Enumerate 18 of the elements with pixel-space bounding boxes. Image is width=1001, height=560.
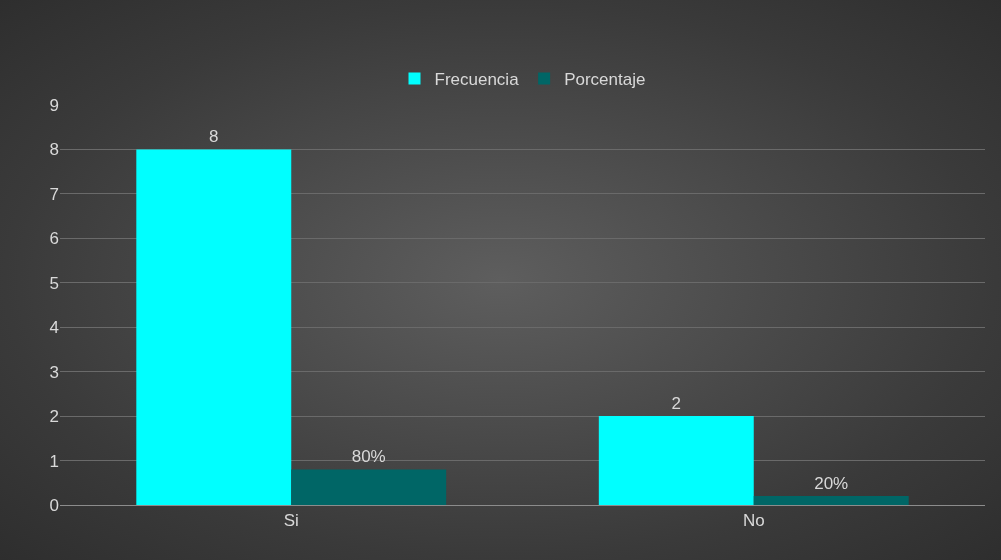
data-label: 8 xyxy=(209,127,219,147)
y-tick-label: 7 xyxy=(49,184,59,204)
y-tick-label: 2 xyxy=(49,407,59,427)
y-tick-label: 4 xyxy=(49,318,59,338)
data-label: 2 xyxy=(671,394,682,414)
x-tick-label: No xyxy=(742,511,765,531)
y-tick-label: 5 xyxy=(49,273,59,293)
x-tick-label: Si xyxy=(283,511,299,531)
data-label: 80% xyxy=(351,447,386,467)
legend-label: Porcentaje xyxy=(564,70,646,90)
y-tick-label: 0 xyxy=(49,495,59,515)
legend-label: Frecuencia xyxy=(434,70,520,90)
y-tick-label: 1 xyxy=(49,451,59,471)
y-tick-label: 9 xyxy=(49,95,59,115)
y-tick-label: 8 xyxy=(49,140,59,160)
y-tick-label: 3 xyxy=(49,362,59,382)
y-tick-label: 6 xyxy=(49,229,59,249)
data-label: 20% xyxy=(814,474,849,494)
